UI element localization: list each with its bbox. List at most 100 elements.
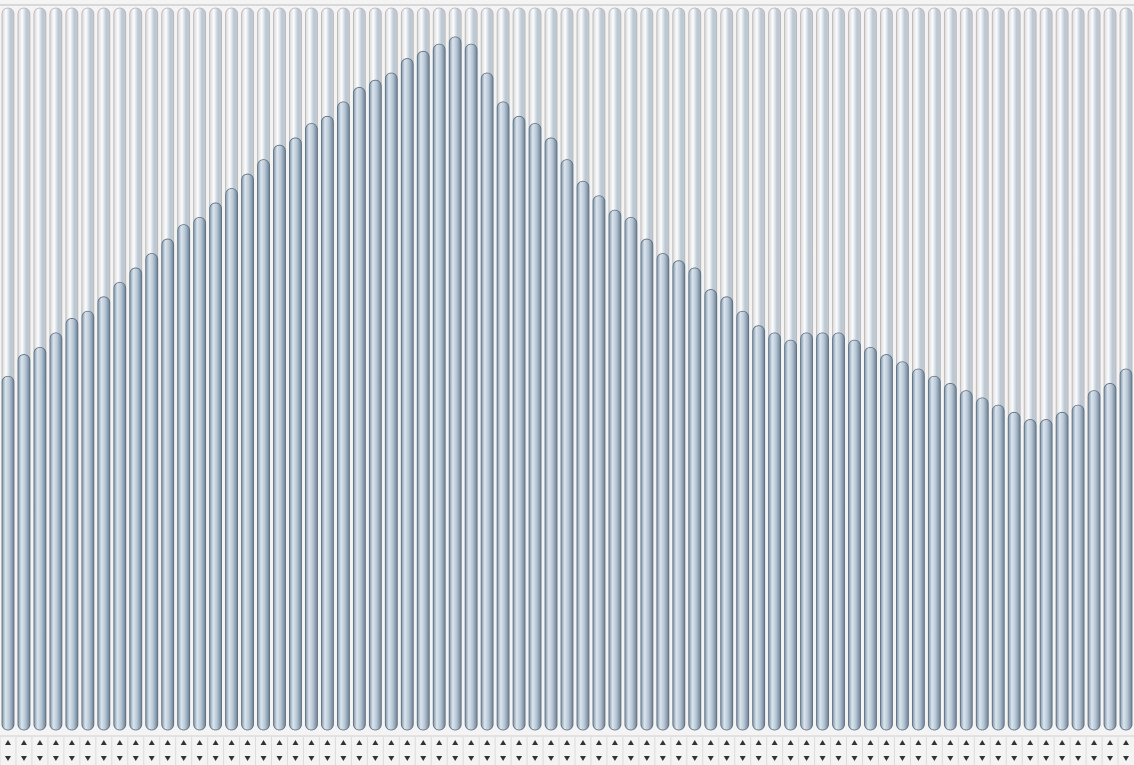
- spinner-up[interactable]: [883, 740, 890, 745]
- spinner-up[interactable]: [84, 740, 91, 745]
- spinner-down[interactable]: [723, 756, 730, 761]
- spinner-down[interactable]: [707, 756, 714, 761]
- spinner-down[interactable]: [212, 756, 219, 761]
- spinner-down[interactable]: [851, 756, 858, 761]
- spinner-down[interactable]: [276, 756, 283, 761]
- spinner-up[interactable]: [771, 740, 778, 745]
- spinner-down[interactable]: [452, 756, 459, 761]
- spinner-up[interactable]: [148, 740, 155, 745]
- spinner-up[interactable]: [308, 740, 315, 745]
- spinner-down[interactable]: [691, 756, 698, 761]
- spinner-up[interactable]: [436, 740, 443, 745]
- spinner-up[interactable]: [164, 740, 171, 745]
- spinner-up[interactable]: [963, 740, 970, 745]
- spinner-up[interactable]: [579, 740, 586, 745]
- spinner-up[interactable]: [340, 740, 347, 745]
- spinner-up[interactable]: [68, 740, 75, 745]
- spinner-up[interactable]: [707, 740, 714, 745]
- spinner-down[interactable]: [867, 756, 874, 761]
- spinner-up[interactable]: [611, 740, 618, 745]
- spinner-up[interactable]: [899, 740, 906, 745]
- spinner-down[interactable]: [116, 756, 123, 761]
- spinner-down[interactable]: [1027, 756, 1034, 761]
- spinner-down[interactable]: [228, 756, 235, 761]
- spinner-down[interactable]: [292, 756, 299, 761]
- spinner-down[interactable]: [484, 756, 491, 761]
- spinner-up[interactable]: [931, 740, 938, 745]
- spinner-up[interactable]: [643, 740, 650, 745]
- spinner-down[interactable]: [755, 756, 762, 761]
- spinner-down[interactable]: [787, 756, 794, 761]
- spinner-down[interactable]: [244, 756, 251, 761]
- spinner-up[interactable]: [947, 740, 954, 745]
- spinner-up[interactable]: [1075, 740, 1082, 745]
- spinner-up[interactable]: [787, 740, 794, 745]
- spinner-down[interactable]: [468, 756, 475, 761]
- spinner-up[interactable]: [867, 740, 874, 745]
- spinner-down[interactable]: [963, 756, 970, 761]
- spinner-down[interactable]: [260, 756, 267, 761]
- spinner-up[interactable]: [851, 740, 858, 745]
- spinner-up[interactable]: [276, 740, 283, 745]
- spinner-down[interactable]: [771, 756, 778, 761]
- spinner-up[interactable]: [228, 740, 235, 745]
- spinner-down[interactable]: [532, 756, 539, 761]
- spinner-down[interactable]: [164, 756, 171, 761]
- spinner-down[interactable]: [995, 756, 1002, 761]
- spinner-down[interactable]: [627, 756, 634, 761]
- spinner-down[interactable]: [84, 756, 91, 761]
- spinner-up[interactable]: [196, 740, 203, 745]
- spinner-up[interactable]: [516, 740, 523, 745]
- spinner-down[interactable]: [835, 756, 842, 761]
- spinner-down[interactable]: [579, 756, 586, 761]
- spinner-down[interactable]: [1075, 756, 1082, 761]
- spinner-up[interactable]: [532, 740, 539, 745]
- spinner-up[interactable]: [1043, 740, 1050, 745]
- spinner-up[interactable]: [835, 740, 842, 745]
- spinner-up[interactable]: [739, 740, 746, 745]
- spinner-down[interactable]: [324, 756, 331, 761]
- spinner-down[interactable]: [1059, 756, 1066, 761]
- spinner-up[interactable]: [324, 740, 331, 745]
- spinner-down[interactable]: [68, 756, 75, 761]
- spinner-down[interactable]: [643, 756, 650, 761]
- spinner-up[interactable]: [420, 740, 427, 745]
- spinner-down[interactable]: [1123, 756, 1130, 761]
- spinner-up[interactable]: [627, 740, 634, 745]
- spinner-up[interactable]: [100, 740, 107, 745]
- spinner-up[interactable]: [915, 740, 922, 745]
- spinner-down[interactable]: [404, 756, 411, 761]
- spinner-down[interactable]: [52, 756, 59, 761]
- spinner-up[interactable]: [4, 740, 11, 745]
- spinner-down[interactable]: [659, 756, 666, 761]
- spinner-up[interactable]: [675, 740, 682, 745]
- spinner-up[interactable]: [1027, 740, 1034, 745]
- spinner-down[interactable]: [947, 756, 954, 761]
- spinner-up[interactable]: [484, 740, 491, 745]
- spinner-down[interactable]: [819, 756, 826, 761]
- spinner-up[interactable]: [404, 740, 411, 745]
- spinner-down[interactable]: [132, 756, 139, 761]
- spinner-down[interactable]: [372, 756, 379, 761]
- spinner-up[interactable]: [372, 740, 379, 745]
- spinner-up[interactable]: [292, 740, 299, 745]
- spinner-up[interactable]: [1059, 740, 1066, 745]
- spinner-down[interactable]: [611, 756, 618, 761]
- spinner-up[interactable]: [260, 740, 267, 745]
- spinner-down[interactable]: [196, 756, 203, 761]
- spinner-down[interactable]: [595, 756, 602, 761]
- spinner-up[interactable]: [212, 740, 219, 745]
- spinner-up[interactable]: [36, 740, 43, 745]
- spinner-up[interactable]: [500, 740, 507, 745]
- spinner-up[interactable]: [1123, 740, 1130, 745]
- spinner-down[interactable]: [1107, 756, 1114, 761]
- spinner-up[interactable]: [755, 740, 762, 745]
- spinner-up[interactable]: [548, 740, 555, 745]
- spinner-down[interactable]: [548, 756, 555, 761]
- spinner-up[interactable]: [1091, 740, 1098, 745]
- spinner-down[interactable]: [1011, 756, 1018, 761]
- spinner-up[interactable]: [180, 740, 187, 745]
- spinner-up[interactable]: [659, 740, 666, 745]
- spinner-up[interactable]: [595, 740, 602, 745]
- spinner-down[interactable]: [308, 756, 315, 761]
